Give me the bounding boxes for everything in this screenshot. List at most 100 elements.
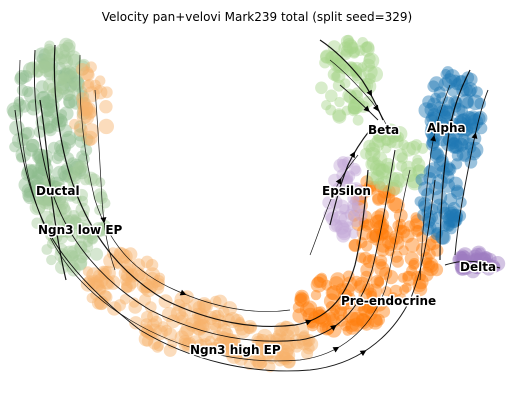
cell-point bbox=[220, 337, 235, 352]
cell-point bbox=[198, 327, 213, 343]
cell-point bbox=[118, 265, 135, 282]
cell-point bbox=[233, 343, 245, 356]
cell-point bbox=[18, 177, 35, 193]
cell-point bbox=[95, 222, 110, 237]
streamline bbox=[329, 129, 371, 226]
cell-point bbox=[66, 189, 78, 201]
cell-point bbox=[369, 180, 381, 192]
cell-point bbox=[409, 218, 423, 232]
cell-point bbox=[480, 251, 494, 264]
cell-point bbox=[334, 96, 345, 108]
cell-point bbox=[69, 76, 86, 92]
cell-point bbox=[40, 192, 55, 207]
cell-point bbox=[327, 40, 341, 54]
cell-point bbox=[457, 247, 473, 264]
cell-point bbox=[272, 329, 286, 343]
cell-point bbox=[333, 307, 348, 321]
cell-point bbox=[55, 80, 71, 95]
cell-point bbox=[362, 64, 378, 80]
cell-point bbox=[90, 247, 104, 261]
cell-point bbox=[26, 61, 40, 75]
cell-point bbox=[370, 169, 385, 185]
cell-point bbox=[86, 267, 102, 283]
cell-point bbox=[306, 319, 319, 332]
cell-point bbox=[389, 197, 405, 214]
cell-point bbox=[83, 275, 96, 288]
cell-point bbox=[269, 332, 284, 346]
cell-point bbox=[399, 284, 410, 295]
cell-point bbox=[390, 250, 403, 263]
cell-point bbox=[389, 284, 403, 298]
cell-point bbox=[81, 241, 94, 253]
cell-point bbox=[260, 339, 273, 351]
cell-point bbox=[113, 259, 124, 270]
cell-point bbox=[426, 121, 439, 135]
cell-point bbox=[221, 327, 234, 340]
cell-point bbox=[351, 201, 367, 217]
cell-point bbox=[417, 197, 432, 212]
cell-point bbox=[457, 251, 468, 262]
cell-point bbox=[348, 209, 360, 222]
cell-point bbox=[355, 313, 369, 327]
cell-point bbox=[57, 50, 72, 65]
cell-point bbox=[144, 328, 158, 341]
cell-point bbox=[412, 154, 423, 165]
cell-point bbox=[151, 341, 164, 353]
streamline-arrow bbox=[430, 135, 437, 142]
cell-point bbox=[358, 251, 372, 265]
cell-point bbox=[50, 85, 63, 98]
streamline bbox=[454, 89, 489, 256]
cell-point bbox=[324, 51, 340, 66]
cell-point bbox=[79, 66, 94, 81]
cell-point bbox=[389, 233, 401, 245]
cell-point bbox=[69, 75, 85, 91]
cell-point bbox=[21, 163, 38, 180]
cell-point bbox=[38, 48, 52, 62]
cell-point bbox=[368, 137, 385, 153]
cell-point bbox=[86, 292, 98, 304]
cell-point bbox=[365, 142, 380, 157]
cell-point bbox=[147, 323, 162, 338]
cell-point bbox=[471, 247, 483, 259]
cell-point bbox=[365, 171, 380, 186]
cell-point bbox=[74, 135, 88, 149]
cell-point bbox=[37, 59, 52, 74]
cell-point bbox=[336, 228, 351, 243]
cell-point bbox=[198, 338, 213, 353]
cell-point bbox=[386, 137, 397, 149]
cell-point bbox=[342, 307, 359, 323]
cell-point bbox=[21, 86, 34, 98]
cell-point bbox=[439, 110, 451, 122]
cell-point bbox=[310, 289, 322, 301]
cell-point bbox=[218, 306, 230, 318]
cell-point bbox=[431, 244, 444, 257]
cell-point bbox=[68, 210, 80, 222]
cell-point bbox=[377, 190, 392, 206]
cell-point bbox=[340, 170, 353, 184]
cell-point bbox=[209, 295, 222, 308]
cell-point bbox=[303, 336, 319, 352]
cell-point bbox=[57, 198, 69, 210]
cell-point bbox=[296, 334, 312, 351]
cell-point bbox=[67, 71, 83, 87]
cell-point bbox=[42, 93, 58, 109]
cell-point bbox=[60, 133, 76, 149]
cell-point bbox=[52, 181, 66, 195]
cell-point bbox=[343, 61, 359, 77]
cell-point bbox=[260, 343, 276, 360]
cell-point bbox=[51, 70, 68, 86]
cell-point bbox=[343, 90, 358, 104]
cell-point bbox=[347, 100, 362, 115]
cell-point bbox=[372, 127, 387, 142]
cell-point bbox=[427, 108, 441, 122]
cell-point bbox=[6, 102, 22, 118]
cell-point bbox=[460, 122, 472, 134]
cell-point bbox=[471, 86, 483, 98]
cell-point bbox=[448, 95, 463, 110]
cell-point bbox=[353, 298, 367, 312]
cell-point bbox=[121, 277, 137, 293]
cell-point bbox=[39, 196, 52, 210]
cell-point bbox=[42, 46, 59, 62]
cell-point bbox=[455, 74, 468, 88]
cell-point bbox=[358, 217, 370, 229]
